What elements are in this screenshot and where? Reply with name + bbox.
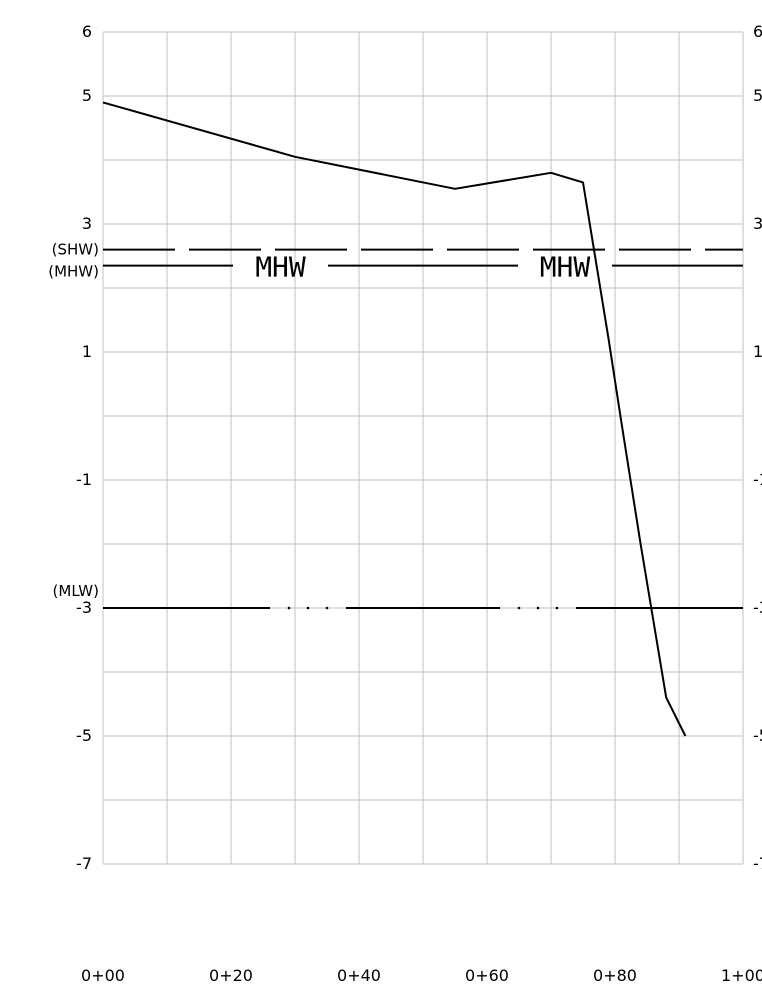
y-tick-label-right: 6: [753, 22, 762, 41]
y-tick-label: -5: [76, 726, 92, 745]
y-tick-label: 5: [82, 86, 92, 105]
mlw-dot: [536, 606, 540, 610]
profile-series-line: [102, 101, 687, 737]
y-tick-label: -7: [76, 854, 92, 873]
y-tick-label: -3: [76, 598, 92, 617]
reference-lines: (SHW) MHW MHW (MHW) (MLW): [48, 241, 743, 610]
x-tick-label: 0+80: [593, 966, 637, 985]
mlw-dot: [325, 606, 329, 610]
y-tick-label-right: 3: [753, 214, 762, 233]
tick-labels: 6 6 5 5 3 3 1 1 -1 -1 -3 -3 -5 -5 -7 -7 0+00 0+20 0+40 0+60…: [76, 22, 762, 985]
shw-tag: (SHW): [52, 241, 99, 259]
x-tick-label: 0+20: [209, 966, 253, 985]
y-tick-label-right: 5: [753, 86, 762, 105]
y-tick-label: -1: [76, 470, 92, 489]
y-tick-label-right: 1: [753, 342, 762, 361]
y-tick-label: 6: [82, 22, 92, 41]
x-tick-label: 0+60: [465, 966, 509, 985]
y-tick-label: 1: [82, 342, 92, 361]
mhw-line-label: MHW: [540, 251, 591, 284]
mlw-tag: (MLW): [53, 582, 99, 600]
y-tick-label: 3: [82, 214, 92, 233]
mhw-line-label: MHW: [255, 251, 306, 284]
y-tick-label-right: -7: [753, 854, 762, 873]
mlw-dot: [517, 606, 521, 610]
y-tick-label-right: -3: [753, 598, 762, 617]
mhw-tag: (MHW): [48, 263, 99, 281]
x-tick-label: 1+00: [721, 966, 762, 985]
series-group: [102, 101, 687, 737]
mlw-dot: [306, 606, 310, 610]
mlw-dot: [287, 606, 291, 610]
x-tick-label: 0+40: [337, 966, 381, 985]
x-tick-label: 0+00: [81, 966, 125, 985]
y-tick-label-right: -1: [753, 470, 762, 489]
y-tick-label-right: -5: [753, 726, 762, 745]
mlw-dot: [555, 606, 559, 610]
grid-lines: [102, 31, 744, 865]
